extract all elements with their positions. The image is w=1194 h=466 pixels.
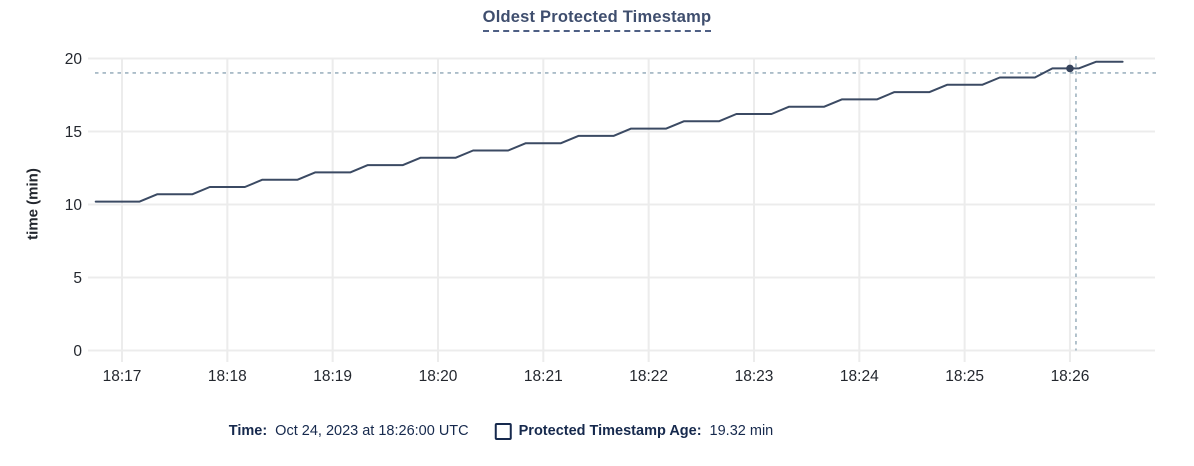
legend-series-value: 19.32 min	[709, 423, 774, 439]
y-tick-label: 20	[65, 51, 83, 68]
x-tick-label: 18:20	[419, 368, 458, 385]
y-tick-label: 5	[73, 270, 82, 287]
hover-point	[1066, 64, 1074, 73]
x-tick-label: 18:19	[313, 368, 352, 385]
x-tick-label: 18:26	[1051, 368, 1090, 385]
chart-title-row: Oldest Protected Timestamp	[0, 8, 1194, 32]
legend-time-label: Time:	[228, 423, 268, 439]
x-tick-label: 18:25	[945, 368, 984, 385]
x-tick-label: 18:18	[208, 368, 247, 385]
x-tick-label: 18:24	[840, 368, 879, 385]
y-tick-label: 15	[65, 124, 82, 141]
legend: Time: Oct 24, 2023 at 18:26:00 UTC Prote…	[229, 422, 773, 441]
series-line	[94, 60, 1124, 203]
legend-time-value: Oct 24, 2023 at 18:26:00 UTC	[275, 423, 469, 439]
x-tick-label: 18:21	[524, 368, 563, 385]
y-tick-label: 0	[73, 343, 82, 360]
x-tick-label: 18:23	[735, 368, 774, 385]
y-tick-label: 10	[65, 197, 83, 214]
chart-title[interactable]: Oldest Protected Timestamp	[482, 8, 712, 32]
x-tick-label: 18:17	[103, 368, 142, 385]
legend-series-label: Protected Timestamp Age:	[518, 423, 702, 439]
plot-area[interactable]: 0 5 10 15 20 18:17 18:18 18:19 18:20 18:21 18:22 18…	[0, 0, 1194, 400]
series-checkbox[interactable]	[494, 423, 512, 440]
x-tick-label: 18:22	[629, 368, 668, 385]
